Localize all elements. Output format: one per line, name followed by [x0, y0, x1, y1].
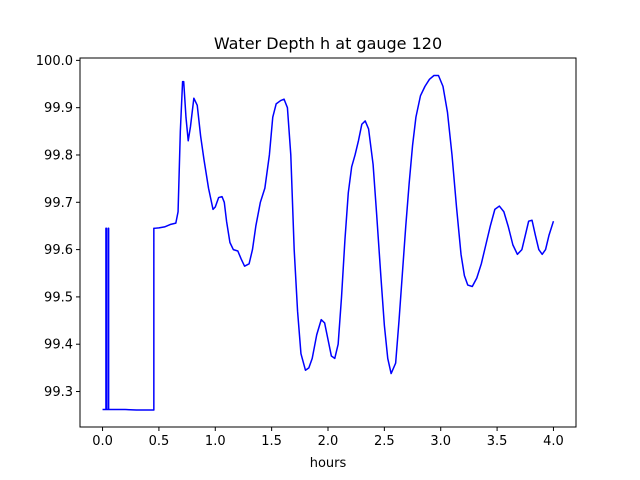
x-tick-label: 4.0 [543, 434, 564, 449]
y-tick-label: 99.4 [44, 338, 73, 353]
y-tick-label: 99.3 [44, 385, 73, 400]
y-tick-label: 99.8 [44, 148, 73, 163]
x-tick-label: 0.5 [149, 434, 170, 449]
chart-title: Water Depth h at gauge 120 [214, 34, 442, 53]
x-axis: 0.0 0.5 1.0 1.5 2.0 2.5 3.0 3.5 4.0 [92, 427, 564, 449]
x-axis-label: hours [310, 456, 347, 471]
y-tick-label: 99.9 [44, 101, 73, 116]
x-tick-label: 0.0 [92, 434, 113, 449]
y-tick-label: 99.5 [44, 290, 73, 305]
x-tick-label: 1.0 [205, 434, 226, 449]
x-tick-label: 2.0 [318, 434, 339, 449]
y-axis: 99.3 99.4 99.5 99.6 99.7 99.8 99.9 100.0 [36, 54, 80, 400]
y-tick-label: 99.6 [44, 243, 73, 258]
y-tick-label: 99.7 [44, 196, 73, 211]
x-tick-label: 3.0 [430, 434, 451, 449]
x-tick-label: 3.5 [487, 434, 508, 449]
x-tick-label: 2.5 [374, 434, 395, 449]
x-tick-label: 1.5 [261, 434, 282, 449]
series-line [102, 74, 555, 411]
plot-area [102, 74, 555, 411]
y-tick-label: 100.0 [36, 54, 73, 69]
